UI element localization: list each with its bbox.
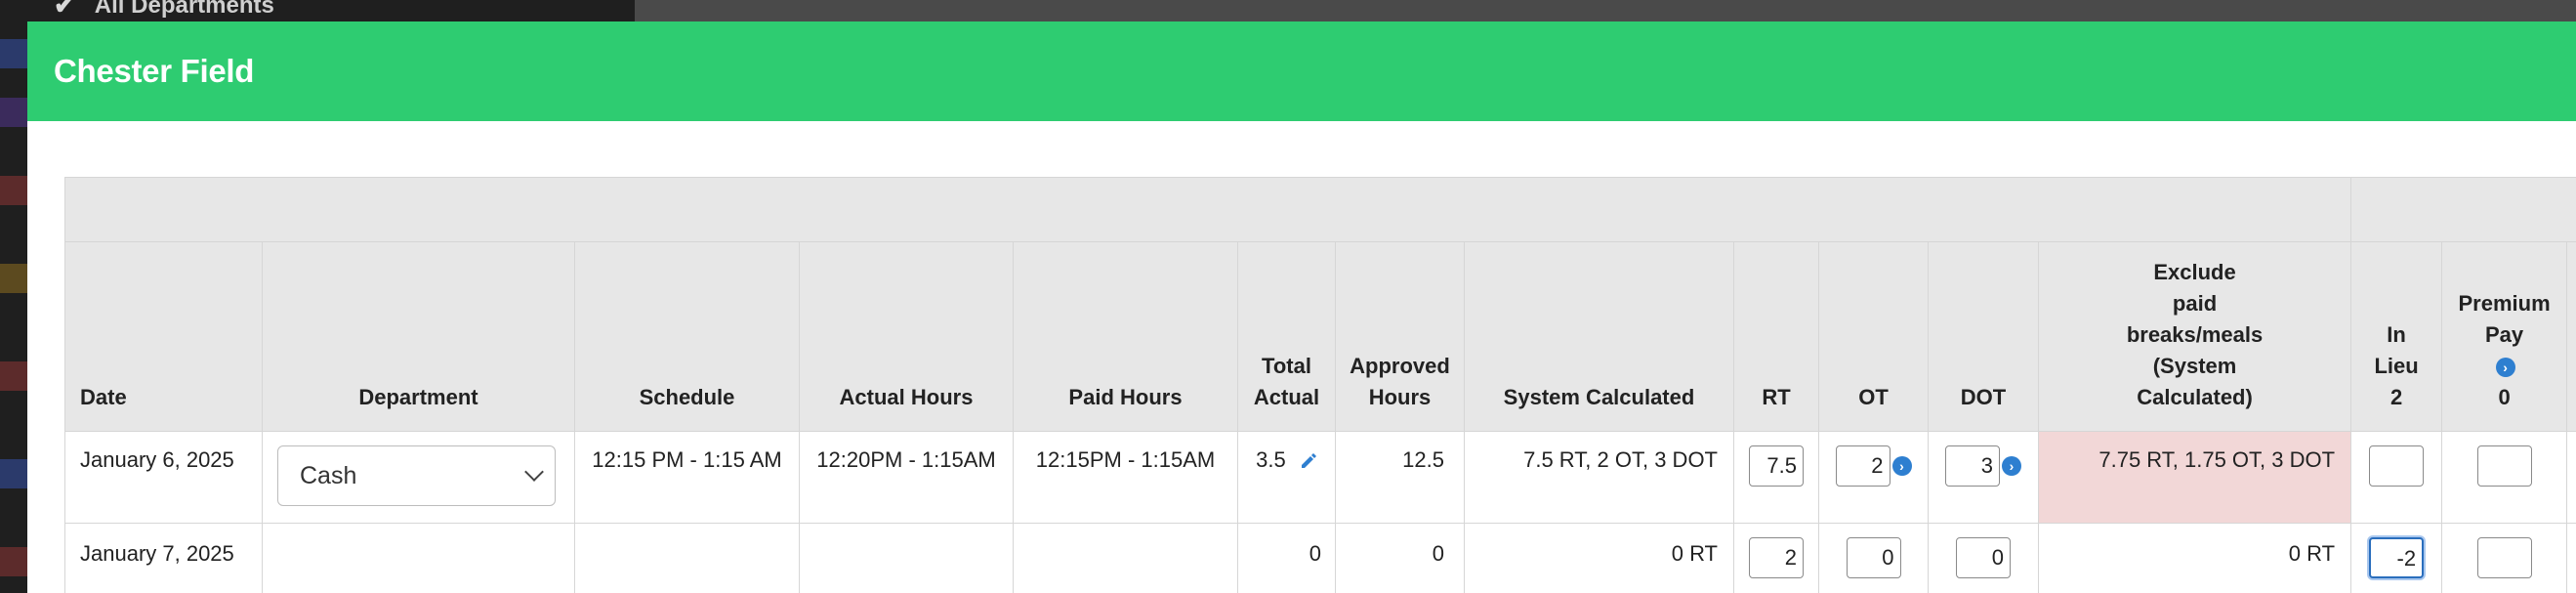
background-color-strip <box>0 459 27 488</box>
pencil-icon[interactable] <box>1300 452 1317 470</box>
table-row: January 7, 2025 0 0 0 RT 2 0 0 0 RT <box>64 523 2576 593</box>
col-header-exclude-paid-breaks: Exclude paid breaks/meals (System Calcul… <box>2037 241 2352 432</box>
row-paid-hours <box>1013 523 1238 593</box>
row-approved-hours: 12.5 <box>1335 431 1465 524</box>
chevron-down-icon <box>524 462 544 482</box>
dot-input[interactable]: 0 <box>1956 537 2011 578</box>
background-color-strip <box>0 39 27 68</box>
col-header-premium-pay: Premium Pay › 0 <box>2441 241 2568 432</box>
col-header-ot: OT <box>1818 241 1929 432</box>
employee-hours-modal: Chester Field Date Department Schedule A… <box>27 21 2576 593</box>
rt-input[interactable]: 7.5 <box>1749 445 1804 487</box>
department-select[interactable]: Cash <box>277 445 556 506</box>
col-header-overflow <box>2566 241 2576 432</box>
col-header-total-actual: Total Actual <box>1237 241 1336 432</box>
premium-pay-count: 0 <box>2498 385 2511 409</box>
ot-input[interactable]: 0 <box>1846 537 1901 578</box>
hours-table: Date Department Schedule Actual Hours Pa… <box>63 177 2576 593</box>
col-header-department: Department <box>262 241 575 432</box>
row-exclude-paid-breaks: 7.75 RT, 1.75 OT, 3 DOT <box>2037 431 2352 524</box>
row-actual-hours <box>799 523 1014 593</box>
col-header-date: Date <box>64 241 263 432</box>
table-group-header-row <box>63 177 2576 242</box>
row-date: January 7, 2025 <box>64 523 263 593</box>
row-schedule <box>574 523 800 593</box>
arrow-right-circle-icon[interactable]: › <box>1891 456 1912 476</box>
row-approved-hours: 0 <box>1335 523 1465 593</box>
background-color-strip <box>0 176 27 205</box>
col-header-dot: DOT <box>1928 241 2039 432</box>
premium-pay-input[interactable] <box>2476 537 2532 578</box>
in-lieu-input[interactable] <box>2369 445 2425 487</box>
background-color-strip <box>0 547 27 576</box>
checkmark-icon: ✔ <box>54 0 75 20</box>
dot-input[interactable]: 3 <box>1945 445 2000 487</box>
col-header-system-calculated: System Calculated <box>1464 241 1734 432</box>
background-color-strip <box>0 264 27 293</box>
row-paid-hours: 12:15PM - 1:15AM <box>1013 431 1238 524</box>
row-exclude-paid-breaks: 0 RT <box>2037 523 2352 593</box>
in-lieu-count: 2 <box>2389 385 2403 409</box>
row-department <box>262 523 575 593</box>
table-row: January 6, 2025 Cash 12:15 PM - 1:15 AM … <box>64 431 2576 524</box>
row-system-calculated: 0 RT <box>1464 523 1734 593</box>
row-total-actual: 3.5 <box>1237 431 1336 524</box>
col-header-paid-hours: Paid Hours <box>1013 241 1238 432</box>
col-header-approved-hours: Approved Hours <box>1335 241 1465 432</box>
hours-table-container: Date Department Schedule Actual Hours Pa… <box>63 177 2576 593</box>
row-system-calculated: 7.5 RT, 2 OT, 3 DOT <box>1464 431 1734 524</box>
arrow-right-circle-icon[interactable]: › <box>2002 456 2021 476</box>
modal-header: Chester Field <box>27 21 2576 121</box>
background-color-strip <box>0 98 27 127</box>
ot-input[interactable]: 2 <box>1835 445 1890 487</box>
rt-input[interactable]: 2 <box>1749 537 1804 578</box>
arrow-right-circle-icon[interactable]: › <box>2495 358 2515 378</box>
row-date: January 6, 2025 <box>64 431 263 524</box>
col-header-in-lieu: In Lieu 2 <box>2350 241 2443 432</box>
table-header-row: Date Department Schedule Actual Hours Pa… <box>64 241 2576 432</box>
col-header-schedule: Schedule <box>574 241 800 432</box>
premium-pay-input[interactable] <box>2476 445 2532 487</box>
row-actual-hours: 12:20PM - 1:15AM <box>799 431 1014 524</box>
background-sidebar-item: ✔ All Departments <box>54 0 274 21</box>
row-schedule: 12:15 PM - 1:15 AM <box>574 431 800 524</box>
col-header-actual-hours: Actual Hours <box>799 241 1014 432</box>
background-color-strip <box>0 361 27 391</box>
row-total-actual: 0 <box>1237 523 1336 593</box>
modal-title: Chester Field <box>54 53 255 89</box>
col-header-rt: RT <box>1733 241 1819 432</box>
in-lieu-input[interactable]: -2 <box>2369 537 2425 578</box>
